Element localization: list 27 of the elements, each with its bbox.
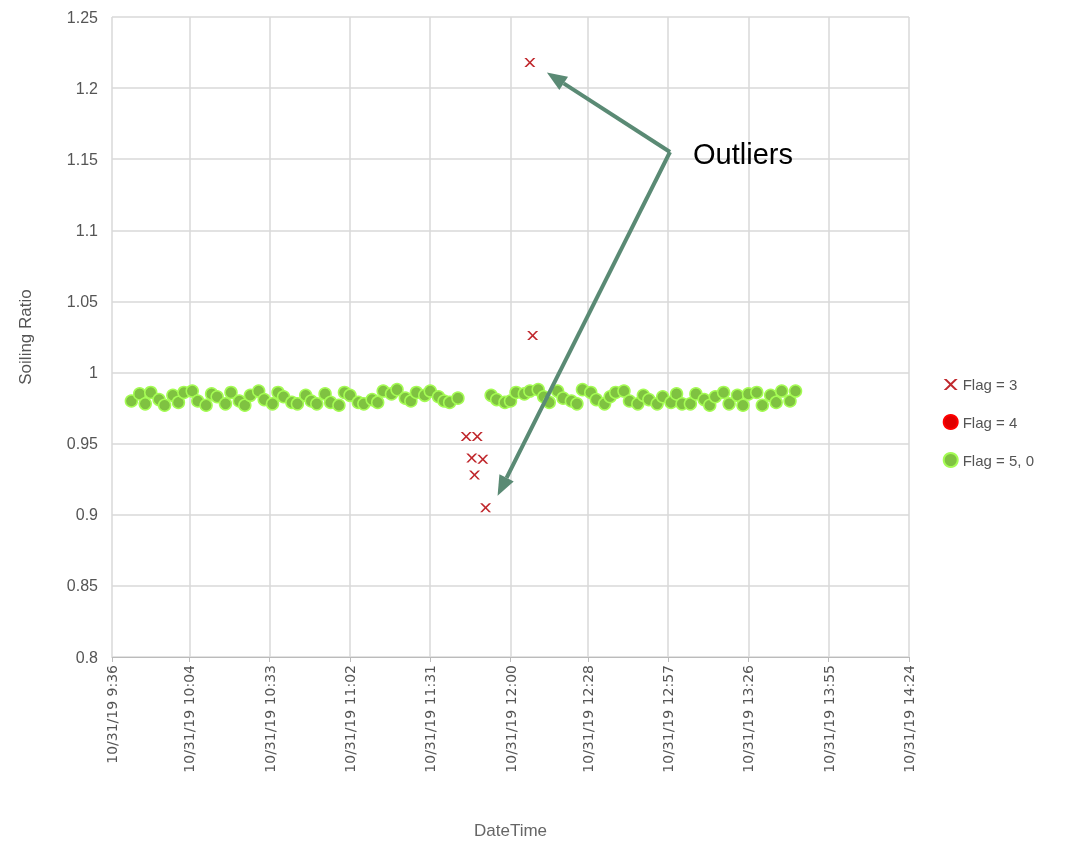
legend-label: Flag = 3 bbox=[962, 376, 1018, 393]
y-tick-label: 0.8 bbox=[75, 648, 99, 666]
x-tick-label: 10/31/19 11:02 bbox=[341, 665, 358, 773]
x-tick-label: 10/31/19 13:55 bbox=[820, 665, 837, 773]
x-tick-label: 10/31/19 12:00 bbox=[502, 665, 519, 773]
x-tick-label: 10/31/19 12:28 bbox=[579, 665, 596, 773]
y-tick-label: 0.85 bbox=[66, 577, 99, 595]
x-tick-label: 10/31/19 10:33 bbox=[261, 665, 278, 773]
y-tick-label: 0.9 bbox=[75, 506, 99, 524]
y-tick-label: 1.25 bbox=[66, 8, 99, 26]
y-tick-label: 0.95 bbox=[66, 435, 99, 453]
x-axis-title: DateTime bbox=[473, 821, 548, 840]
y-tick-label: 1.15 bbox=[66, 150, 99, 168]
legend-label: Flag = 5, 0 bbox=[962, 451, 1034, 469]
y-axis-title: Soiling Ratio bbox=[16, 289, 35, 385]
y-tick-label: 1 bbox=[89, 364, 99, 382]
annotation: Outliers bbox=[693, 138, 793, 171]
x-tick-label: 10/31/19 11:31 bbox=[422, 665, 439, 773]
y-tick-label: 1.2 bbox=[75, 79, 99, 97]
x-tick-label: 10/31/19 13:26 bbox=[740, 664, 757, 773]
x-tick-label: 10/31/19 14:24 bbox=[901, 664, 917, 773]
x-tick-label: 10/31/19 9:36 bbox=[104, 664, 120, 764]
x-tick-label: 10/31/19 12:57 bbox=[660, 665, 677, 773]
y-tick-label: 1.1 bbox=[75, 221, 99, 239]
x-tick-label: 10/31/19 10:04 bbox=[181, 664, 198, 773]
legend-label: Flag = 4 bbox=[962, 413, 1018, 431]
y-tick-label: 1.05 bbox=[66, 292, 99, 310]
